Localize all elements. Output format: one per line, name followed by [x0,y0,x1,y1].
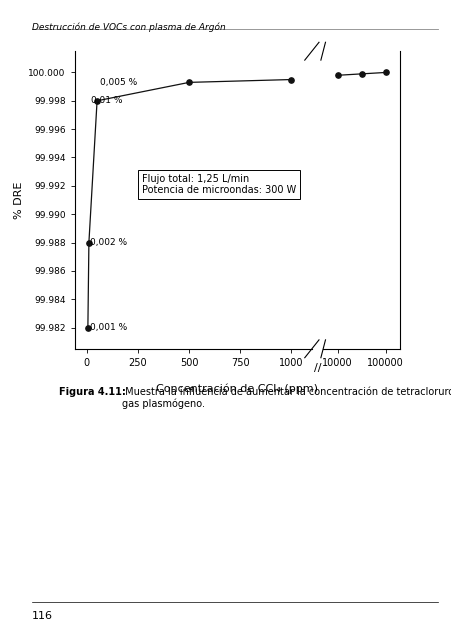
Text: Figura 4.11:: Figura 4.11: [59,387,125,397]
Text: Muestra la influencia de aumentar la concentración de tetracloruro de carbono en: Muestra la influencia de aumentar la con… [122,387,451,410]
Text: Concentración de CCl₄ (ppm): Concentración de CCl₄ (ppm) [156,384,318,394]
Text: 0,005 %: 0,005 % [99,78,137,87]
Text: //: // [313,363,320,373]
Text: Destrucción de VOCs con plasma de Argón: Destrucción de VOCs con plasma de Argón [32,22,225,32]
Text: 0,001 %: 0,001 % [90,323,127,332]
Text: 116: 116 [32,611,52,621]
Text: Flujo total: 1,25 L/min
Potencia de microondas: 300 W: Flujo total: 1,25 L/min Potencia de micr… [142,173,296,195]
Text: 0,002 %: 0,002 % [90,238,127,247]
Text: 0,01 %: 0,01 % [91,96,123,106]
Y-axis label: % DRE: % DRE [14,181,24,219]
